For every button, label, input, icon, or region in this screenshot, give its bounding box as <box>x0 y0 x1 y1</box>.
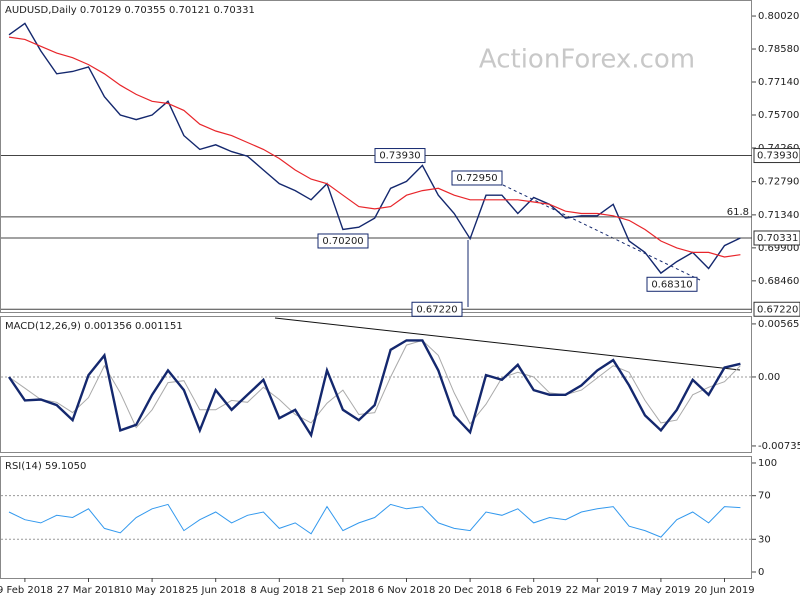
y-tick-label: 0.005657 <box>758 319 800 330</box>
level-label: 0.67220 <box>757 304 798 315</box>
series-line <box>8 36 741 258</box>
x-tick-label: 20 Jun 2019 <box>694 585 754 596</box>
x-tick-label: 6 Feb 2019 <box>506 585 562 596</box>
level-label-box <box>753 148 800 164</box>
level-label-box <box>753 230 800 246</box>
price-pane <box>0 0 752 313</box>
callout-box <box>317 233 369 249</box>
callout-box <box>646 276 698 292</box>
callout-box <box>411 301 463 317</box>
y-tick-label: -0.007355 <box>758 441 800 452</box>
x-tick-label: 8 Aug 2018 <box>250 585 308 596</box>
watermark: ActionForex.com <box>479 45 695 75</box>
y-tick-label: 0.72790 <box>758 177 799 188</box>
y-tick-label: 0.77140 <box>758 77 799 88</box>
series-line <box>8 503 741 538</box>
rsi-pane <box>0 456 752 579</box>
level-label: 0.73930 <box>757 151 798 162</box>
macd-trend-line <box>274 317 741 371</box>
y-tick-label: 0 <box>758 567 764 578</box>
y-tick-label: 0.75700 <box>758 110 799 121</box>
y-tick-label: 70 <box>758 491 771 502</box>
series-line <box>8 22 741 275</box>
level-label-box <box>753 301 800 317</box>
callout-label: 0.73930 <box>379 151 420 162</box>
y-tick-label: 0.80020 <box>758 11 799 22</box>
x-tick-label: 6 Nov 2018 <box>378 585 436 596</box>
x-tick-label: 22 Mar 2019 <box>566 585 629 596</box>
y-tick-label: 100 <box>758 458 777 469</box>
level-label: 0.70331 <box>757 233 798 244</box>
callout-label: 0.68310 <box>651 279 692 290</box>
x-tick-label: 27 Mar 2018 <box>57 585 120 596</box>
y-tick-label: 0.69900 <box>758 243 799 254</box>
x-tick-label: 21 Sep 2018 <box>311 585 374 596</box>
pane-title: RSI(14) 59.1050 <box>5 461 86 472</box>
callout-label: 0.70200 <box>322 236 363 247</box>
x-tick-label: 25 Jun 2018 <box>186 585 246 596</box>
pane-title: MACD(12,26,9) 0.001356 0.001151 <box>5 321 183 332</box>
x-tick-label: 9 Feb 2018 <box>0 585 53 596</box>
series-line <box>8 339 741 439</box>
y-tick-label: 0.00 <box>758 372 780 383</box>
callout-label: 0.72950 <box>456 173 497 184</box>
y-tick-label: 0.68460 <box>758 276 799 287</box>
fib-label: 61.8 <box>727 207 749 218</box>
callout-label: 0.67220 <box>416 304 457 315</box>
pane-title: AUDUSD,Daily 0.70129 0.70355 0.70121 0.7… <box>5 5 255 16</box>
macd-pane <box>0 316 752 453</box>
callout-box <box>451 170 503 186</box>
callout-box <box>374 148 426 164</box>
trend-line <box>502 184 701 281</box>
x-tick-label: 7 May 2019 <box>631 585 690 596</box>
x-tick-label: 10 May 2018 <box>119 585 184 596</box>
y-tick-label: 0.71340 <box>758 210 799 221</box>
y-tick-label: 0.78580 <box>758 44 799 55</box>
series-line <box>8 339 741 429</box>
y-tick-label: 30 <box>758 534 771 545</box>
x-tick-label: 20 Dec 2018 <box>438 585 502 596</box>
